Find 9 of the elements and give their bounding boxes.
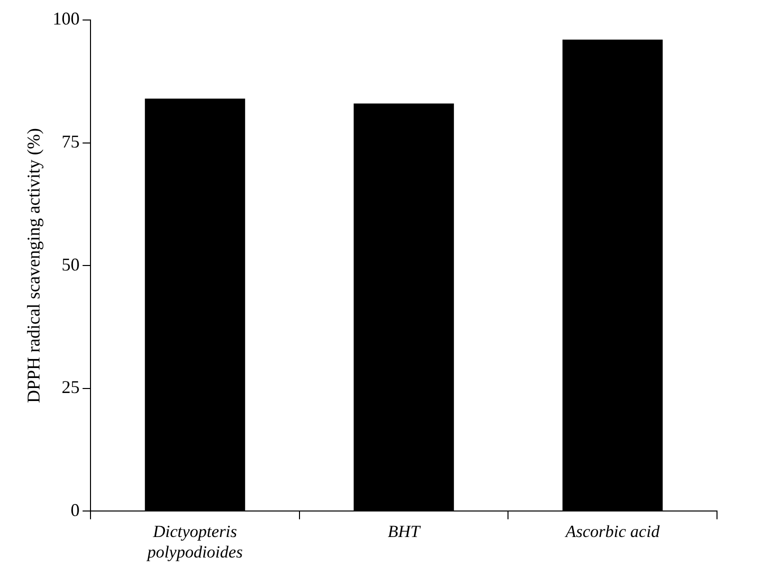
- x-tick-label: BHT: [388, 522, 422, 541]
- x-tick-label: Ascorbic acid: [564, 522, 660, 541]
- y-axis-title: DPPH radical scavenging activity (%): [24, 128, 44, 404]
- y-tick-label: 0: [70, 500, 80, 520]
- x-tick-label: Dictyopteris polypodioides: [146, 522, 244, 562]
- y-tick-label: 100: [52, 8, 80, 29]
- y-tick-label: 75: [62, 132, 80, 152]
- y-tick-label: 25: [62, 377, 80, 398]
- y-tick-label: 50: [62, 254, 80, 274]
